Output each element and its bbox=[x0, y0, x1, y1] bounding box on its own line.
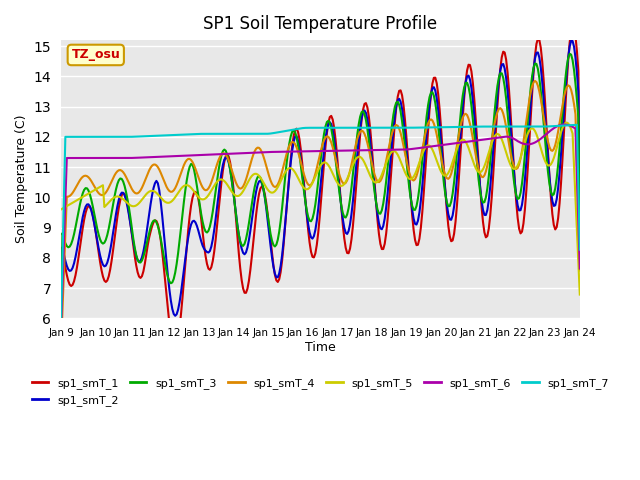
sp1_smT_3 bbox=[576, 248, 584, 254]
Text: TZ_osu: TZ_osu bbox=[72, 48, 120, 61]
sp1_smT_6 bbox=[576, 266, 584, 272]
sp1_smT_5 bbox=[284, 166, 292, 172]
sp1_smT_3 bbox=[121, 183, 129, 189]
Line: sp1_smT_2: sp1_smT_2 bbox=[61, 41, 580, 329]
Line: sp1_smT_6: sp1_smT_6 bbox=[61, 124, 580, 329]
Line: sp1_smT_1: sp1_smT_1 bbox=[61, 25, 580, 349]
sp1_smT_5 bbox=[547, 161, 555, 167]
sp1_smT_7 bbox=[229, 131, 237, 137]
sp1_smT_7 bbox=[284, 128, 292, 133]
sp1_smT_7 bbox=[121, 134, 129, 140]
sp1_smT_5 bbox=[563, 120, 571, 125]
sp1_smT_3 bbox=[547, 189, 555, 195]
sp1_smT_1 bbox=[213, 223, 221, 228]
sp1_smT_4 bbox=[229, 171, 237, 177]
Line: sp1_smT_7: sp1_smT_7 bbox=[61, 125, 580, 318]
Legend: sp1_smT_1, sp1_smT_2, sp1_smT_3, sp1_smT_4, sp1_smT_5, sp1_smT_6, sp1_smT_7: sp1_smT_1, sp1_smT_2, sp1_smT_3, sp1_smT… bbox=[28, 374, 614, 410]
sp1_smT_2 bbox=[567, 38, 575, 44]
sp1_smT_6 bbox=[121, 155, 129, 161]
sp1_smT_4 bbox=[531, 78, 539, 84]
sp1_smT_4 bbox=[212, 166, 220, 172]
sp1_smT_3 bbox=[57, 317, 65, 323]
sp1_smT_7 bbox=[576, 247, 584, 252]
sp1_smT_7 bbox=[573, 122, 580, 128]
Line: sp1_smT_5: sp1_smT_5 bbox=[61, 122, 580, 295]
Y-axis label: Soil Temperature (C): Soil Temperature (C) bbox=[15, 115, 28, 243]
sp1_smT_1 bbox=[230, 196, 238, 202]
sp1_smT_4 bbox=[121, 171, 129, 177]
sp1_smT_6 bbox=[229, 151, 237, 156]
sp1_smT_2 bbox=[121, 192, 129, 198]
sp1_smT_1 bbox=[576, 218, 584, 224]
sp1_smT_2 bbox=[229, 186, 237, 192]
sp1_smT_1 bbox=[172, 346, 179, 352]
sp1_smT_7 bbox=[57, 315, 65, 321]
sp1_smT_2 bbox=[576, 231, 584, 237]
sp1_smT_5 bbox=[212, 180, 220, 186]
sp1_smT_7 bbox=[238, 131, 246, 137]
sp1_smT_1 bbox=[239, 286, 247, 291]
sp1_smT_6 bbox=[238, 150, 246, 156]
sp1_smT_5 bbox=[238, 191, 246, 196]
sp1_smT_3 bbox=[212, 188, 220, 194]
sp1_smT_1 bbox=[121, 191, 129, 197]
Line: sp1_smT_3: sp1_smT_3 bbox=[61, 54, 580, 320]
sp1_smT_2 bbox=[284, 190, 292, 195]
sp1_smT_2 bbox=[212, 216, 220, 222]
sp1_smT_2 bbox=[547, 188, 555, 194]
sp1_smT_7 bbox=[212, 131, 220, 137]
sp1_smT_2 bbox=[238, 246, 246, 252]
sp1_smT_4 bbox=[284, 147, 292, 153]
sp1_smT_7 bbox=[547, 123, 555, 129]
Line: sp1_smT_4: sp1_smT_4 bbox=[61, 81, 580, 348]
sp1_smT_4 bbox=[576, 268, 584, 274]
sp1_smT_3 bbox=[566, 51, 573, 57]
sp1_smT_5 bbox=[576, 292, 584, 298]
sp1_smT_2 bbox=[57, 326, 65, 332]
sp1_smT_1 bbox=[57, 327, 65, 333]
sp1_smT_6 bbox=[547, 127, 555, 133]
sp1_smT_3 bbox=[229, 187, 237, 193]
sp1_smT_4 bbox=[57, 345, 65, 351]
sp1_smT_1 bbox=[285, 171, 293, 177]
sp1_smT_6 bbox=[212, 151, 220, 157]
Title: SP1 Soil Temperature Profile: SP1 Soil Temperature Profile bbox=[204, 15, 438, 33]
sp1_smT_3 bbox=[284, 150, 292, 156]
sp1_smT_5 bbox=[57, 206, 65, 212]
sp1_smT_6 bbox=[560, 121, 568, 127]
sp1_smT_4 bbox=[548, 148, 556, 154]
X-axis label: Time: Time bbox=[305, 341, 336, 354]
sp1_smT_4 bbox=[238, 185, 246, 191]
sp1_smT_6 bbox=[284, 149, 292, 155]
sp1_smT_1 bbox=[569, 23, 577, 28]
sp1_smT_5 bbox=[229, 191, 237, 196]
sp1_smT_6 bbox=[57, 326, 65, 332]
sp1_smT_1 bbox=[548, 211, 556, 217]
sp1_smT_5 bbox=[121, 198, 129, 204]
sp1_smT_3 bbox=[238, 242, 246, 248]
